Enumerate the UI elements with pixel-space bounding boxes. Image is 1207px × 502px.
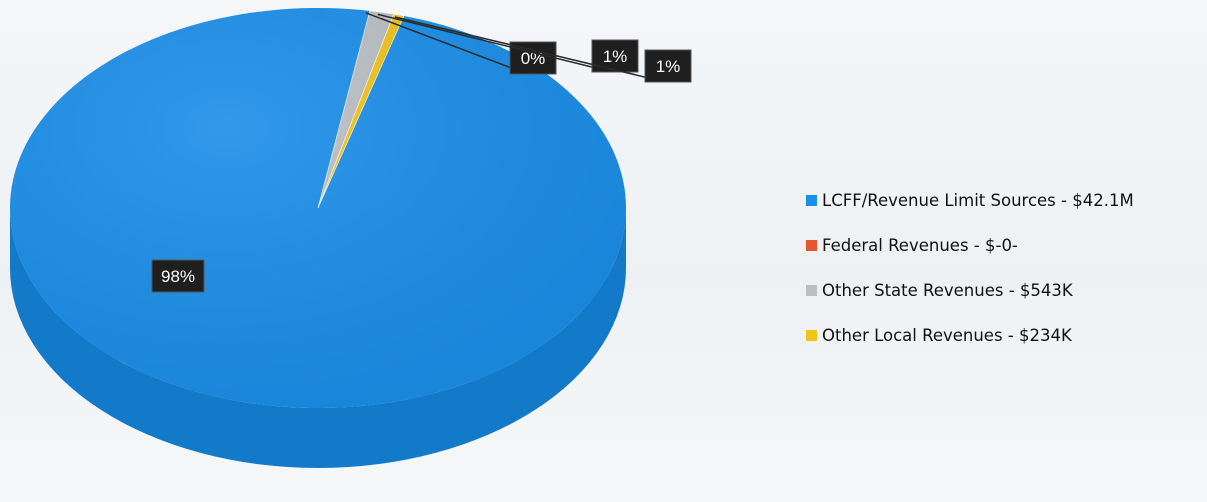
pie-percent-label-2: 1%	[603, 47, 628, 66]
legend-swatch-other-local	[806, 329, 817, 341]
legend-label-other-local: Other Local Revenues - $234K	[822, 325, 1072, 345]
legend-swatch-lcff	[806, 194, 817, 206]
pie-side-wall	[10, 208, 626, 468]
pie-percent-label-3: 1%	[656, 57, 681, 76]
legend-label-federal: Federal Revenues - $-0-	[822, 235, 1018, 255]
legend-label-other-state: Other State Revenues - $543K	[822, 280, 1073, 300]
legend-item-other-state: Other State Revenues - $543K	[806, 274, 1134, 306]
legend-label-lcff: LCFF/Revenue Limit Sources - $42.1M	[822, 190, 1134, 210]
legend-swatch-federal	[806, 239, 817, 251]
legend-item-other-local: Other Local Revenues - $234K	[806, 319, 1134, 351]
pie-label-box-3	[644, 49, 692, 83]
legend-item-federal: Federal Revenues - $-0-	[806, 229, 1134, 261]
pie-percent-label-0: 98%	[161, 267, 195, 286]
pie-label-box-1	[509, 41, 557, 75]
pie-top-shade	[10, 8, 626, 408]
pie-label-box-0	[151, 259, 205, 293]
legend-item-lcff: LCFF/Revenue Limit Sources - $42.1M	[806, 184, 1134, 216]
legend-swatch-other-state	[806, 284, 817, 296]
legend: LCFF/Revenue Limit Sources - $42.1M Fede…	[806, 184, 1134, 364]
